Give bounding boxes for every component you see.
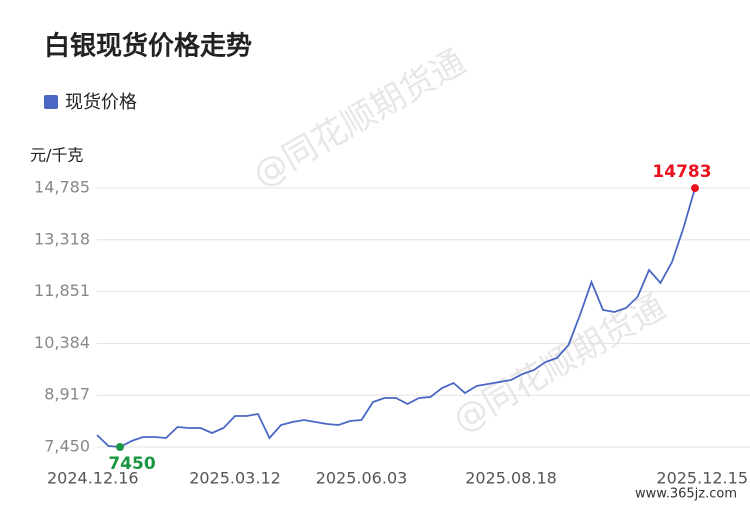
- extreme-point: [691, 184, 699, 193]
- watermark: www.365jz.com: [635, 487, 737, 502]
- y-tick-label: 14,785: [34, 178, 90, 197]
- y-unit: 元/千克: [30, 146, 83, 165]
- y-tick-label: 10,384: [34, 333, 90, 352]
- x-tick-label: 2025.08.18: [465, 469, 557, 488]
- y-tick-label: 7,450: [44, 437, 90, 456]
- y-tick-label: 8,917: [44, 385, 90, 404]
- watermark: @同花顺期货通: [446, 287, 672, 441]
- price-line: [96, 187, 696, 448]
- x-tick-label: 2025.03.12: [189, 469, 281, 488]
- x-tick-label: 2025.12.15: [656, 469, 748, 488]
- x-tick-label: 2025.06.03: [316, 469, 408, 488]
- chart-title: 白银现货价格走势: [44, 31, 252, 62]
- y-tick-label: 11,851: [34, 281, 90, 300]
- extreme-point: [116, 443, 124, 451]
- value-label: 14783: [652, 162, 711, 182]
- x-tick-label: 2024.12.16: [47, 469, 139, 488]
- legend-label: 现货价格: [65, 92, 137, 113]
- watermark: @同花顺期货通: [246, 42, 472, 196]
- value-label: 7450: [108, 454, 155, 474]
- legend-swatch: [44, 95, 58, 109]
- y-tick-label: 13,318: [34, 229, 90, 248]
